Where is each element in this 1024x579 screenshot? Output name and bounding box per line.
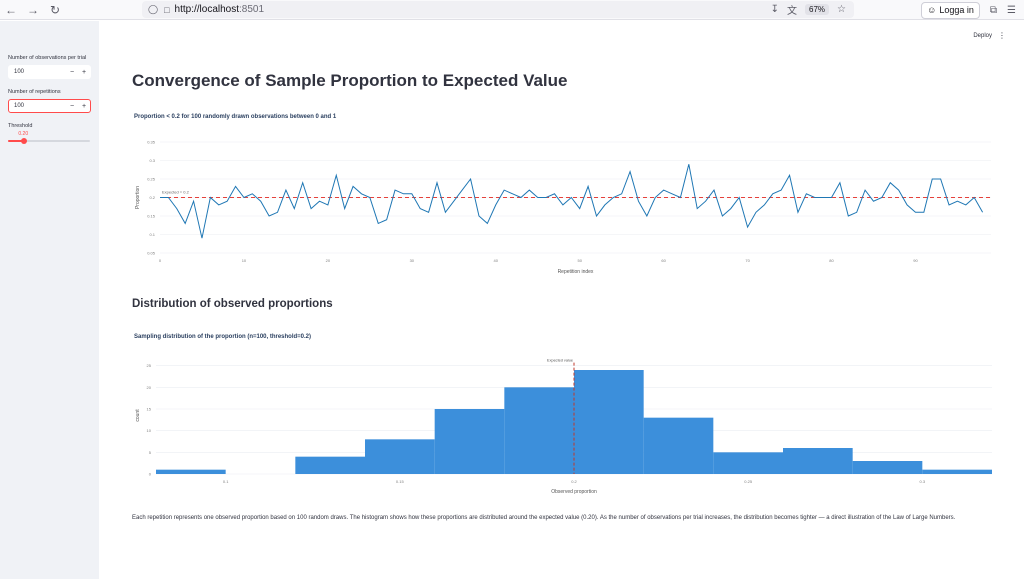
histogram-bar: [295, 456, 365, 474]
hist-x-tick-label: 0.15: [396, 479, 405, 484]
threshold-slider[interactable]: 0.20: [8, 131, 91, 145]
extensions-icon[interactable]: ⧉: [989, 4, 998, 16]
reps-input-value[interactable]: 100: [14, 103, 25, 109]
proportion-series-line: [160, 164, 984, 239]
line-x-axis-label: Repetition index: [558, 269, 594, 275]
hist-x-axis-label: Observed proportion: [551, 489, 597, 495]
reload-icon[interactable]: ↻: [49, 2, 61, 17]
back-icon[interactable]: ←: [5, 2, 17, 17]
line-x-tick-label: 70: [745, 258, 750, 263]
histogram-bar: [643, 417, 714, 474]
url-bar[interactable]: ◯ □ http://localhost:8501 ↧ 文 67% ☆: [142, 1, 854, 18]
caption-text: Each repetition represents one observed …: [132, 515, 956, 521]
zoom-level[interactable]: 67%: [805, 4, 830, 15]
histogram-bar: [504, 387, 574, 474]
histogram-bar: [574, 370, 644, 474]
more-options-icon[interactable]: ⋮: [998, 31, 1006, 40]
expected-value-label: Expected value: [547, 359, 573, 363]
hist-y-tick-label: 20: [147, 385, 152, 390]
hist-x-tick-label: 0.2: [571, 479, 577, 484]
hist-chart-title: Sampling distribution of the proportion …: [134, 334, 312, 340]
obs-increment-button[interactable]: +: [81, 68, 87, 76]
line-y-tick-label: 0.1: [149, 232, 155, 237]
line-x-tick-label: 80: [829, 258, 834, 263]
reps-label: Number of repetitions: [8, 89, 61, 95]
line-y-tick-label: 0.05: [147, 251, 156, 256]
hist-y-axis-label: count: [135, 409, 141, 422]
account-icon: ☺: [927, 5, 937, 15]
slider-thumb[interactable]: [21, 138, 28, 144]
shield-icon: ◯: [148, 4, 159, 14]
line-x-tick-label: 60: [661, 258, 666, 263]
bookmark-star-icon[interactable]: ☆: [837, 4, 846, 15]
url-port: :8501: [239, 4, 265, 15]
histogram-bar: [783, 448, 853, 474]
obs-input-value[interactable]: 100: [14, 69, 25, 75]
download-icon[interactable]: ↧: [770, 4, 780, 15]
reps-number-input[interactable]: 100 − +: [8, 99, 91, 113]
hist-y-tick-label: 0: [149, 472, 152, 477]
browser-toolbar: ← → ↻ ◯ □ http://localhost:8501 ↧ 文 67% …: [0, 0, 1024, 20]
section-title: Distribution of observed proportions: [132, 298, 333, 310]
line-x-tick-label: 0: [159, 258, 162, 263]
reps-increment-button[interactable]: +: [81, 102, 87, 110]
histogram-chart[interactable]: 0 5 10 15 20 25 0.1 0.15 0.2 0.25 0.3 Expected valu…: [99, 353, 1024, 498]
line-x-tick-label: 10: [242, 258, 247, 263]
hist-x-tick-label: 0.25: [744, 479, 753, 484]
histogram-bar: [852, 461, 923, 474]
histogram-bar: [365, 439, 435, 474]
line-y-tick-label: 0.35: [147, 140, 156, 145]
slider-track[interactable]: [8, 140, 90, 142]
line-y-axis-label: Proportion: [135, 186, 141, 209]
slider-fill: [8, 140, 25, 142]
threshold-value: 0.20: [18, 131, 29, 137]
histogram-bar: [713, 452, 783, 474]
histogram-bar: [156, 469, 226, 474]
deploy-area: Deploy ⋮: [973, 31, 1006, 40]
hist-y-tick-label: 25: [147, 363, 152, 368]
histogram-bar: [434, 409, 505, 474]
main-content: Deploy ⋮ Convergence of Sample Proportio…: [99, 21, 1024, 579]
reps-decrement-button[interactable]: −: [69, 102, 75, 110]
url-host: http://localhost: [174, 4, 239, 15]
line-x-tick-label: 90: [913, 258, 918, 263]
login-label: Logga in: [939, 5, 974, 15]
line-y-tick-label: 0.3: [149, 158, 155, 163]
line-x-tick-label: 30: [410, 258, 415, 263]
hist-y-tick-label: 15: [147, 407, 152, 412]
sidebar: Number of observations per trial 100 − +…: [0, 21, 99, 579]
line-x-tick-label: 40: [494, 258, 499, 263]
reference-line-label: Expected = 0.2: [162, 190, 190, 195]
hist-y-tick-label: 5: [149, 450, 152, 455]
line-y-tick-label: 0.15: [147, 214, 156, 219]
page-title: Convergence of Sample Proportion to Expe…: [132, 71, 568, 90]
obs-number-input[interactable]: 100 − +: [8, 65, 91, 79]
threshold-label: Threshold: [8, 123, 33, 129]
login-button[interactable]: ☺ Logga in: [921, 1, 980, 19]
line-chart[interactable]: 0.05 0.1 0.15 0.2 0.25 0.3 0.35 0 10 20 30 40 50 60 70…: [99, 136, 1024, 286]
histogram-bar: [922, 469, 992, 474]
line-y-tick-label: 0.25: [147, 177, 156, 182]
hist-y-tick-label: 10: [147, 428, 152, 433]
obs-label: Number of observations per trial: [8, 55, 87, 61]
page-icon: □: [164, 4, 170, 15]
hist-x-tick-label: 0.1: [223, 479, 229, 484]
menu-icon[interactable]: ☰: [1007, 4, 1016, 16]
hist-x-tick-label: 0.3: [920, 479, 926, 484]
line-y-tick-label: 0.2: [149, 195, 155, 200]
line-x-tick-label: 20: [326, 258, 331, 263]
line-x-tick-label: 50: [577, 258, 582, 263]
translate-icon[interactable]: 文: [787, 6, 798, 17]
forward-icon[interactable]: →: [27, 2, 39, 17]
obs-decrement-button[interactable]: −: [69, 68, 75, 76]
line-chart-title: Proportion < 0.2 for 100 randomly drawn …: [134, 114, 337, 120]
deploy-button[interactable]: Deploy: [973, 32, 992, 39]
